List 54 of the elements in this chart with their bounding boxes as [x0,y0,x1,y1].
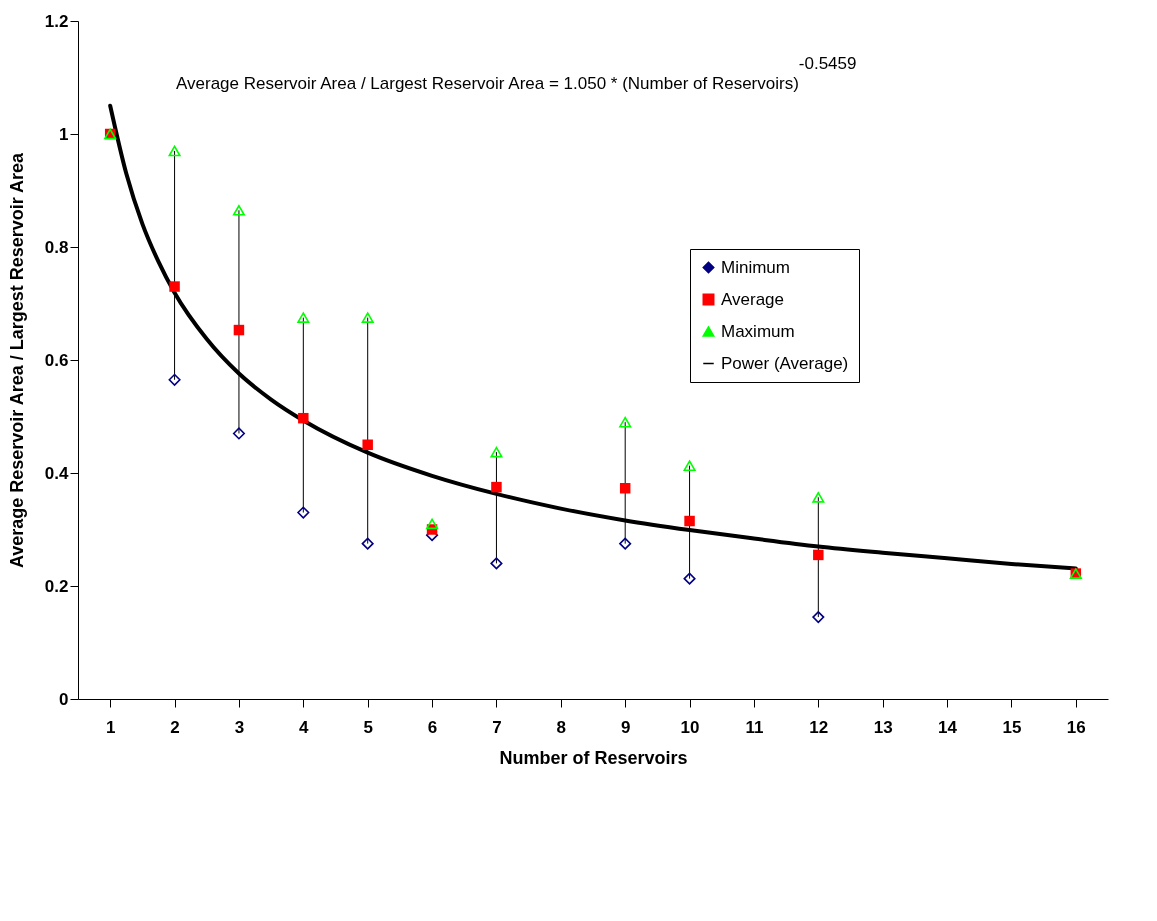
x-tick-label: 11 [745,717,764,737]
point [619,537,632,550]
point [168,145,181,157]
point [361,312,374,323]
x-tick-label: 8 [556,717,567,737]
point [812,611,825,624]
x-tick-label: 2 [170,717,180,737]
point [232,427,245,440]
legend-label: Power (Average) [721,353,849,373]
point [683,460,696,471]
point [490,446,503,458]
point [619,483,631,494]
point [297,312,310,323]
x-tick-label: 3 [234,717,245,737]
point [168,373,181,386]
point [812,491,825,503]
point [619,416,632,428]
x-tick-label: 6 [427,717,438,737]
point [490,557,503,570]
point [232,204,245,216]
legend-label: Maximum [721,321,795,341]
x-tick-label: 1 [105,717,116,737]
y-tick-label: 1 [59,124,69,144]
y-tick-label: 0.6 [44,350,69,370]
point [362,439,373,450]
point [813,549,824,561]
x-axis-title: Number of Reservoirs [499,747,688,768]
y-tick-label: 0.8 [44,237,69,257]
legend-label: Average [721,289,785,309]
point [233,324,245,336]
x-tick-label: 9 [620,717,631,737]
point [683,572,696,585]
point [169,281,180,292]
y-tick-label: 0.2 [44,576,69,596]
x-tick-label: 5 [363,717,373,737]
point [684,515,695,527]
legend-label: Minimum [721,257,790,277]
point [298,412,309,424]
x-tick-label: 4 [299,717,310,737]
x-tick-label: 15 [1002,717,1022,737]
x-tick-label: 14 [938,717,958,737]
y-axis-title: Average Reservoir Area / Largest Reservoir Area [6,151,27,569]
x-tick-label: 7 [492,717,502,737]
point [361,537,374,550]
y-tick-label: 1.2 [44,11,69,31]
x-tick-label: 12 [809,717,829,737]
x-tick-label: 16 [1066,717,1086,737]
point [426,518,439,530]
x-tick-label: 13 [873,717,893,737]
x-tick-label: 10 [680,717,700,737]
y-tick-label: 0 [59,689,69,709]
point [491,481,502,493]
point [297,506,310,519]
y-tick-label: 0.4 [44,463,70,483]
